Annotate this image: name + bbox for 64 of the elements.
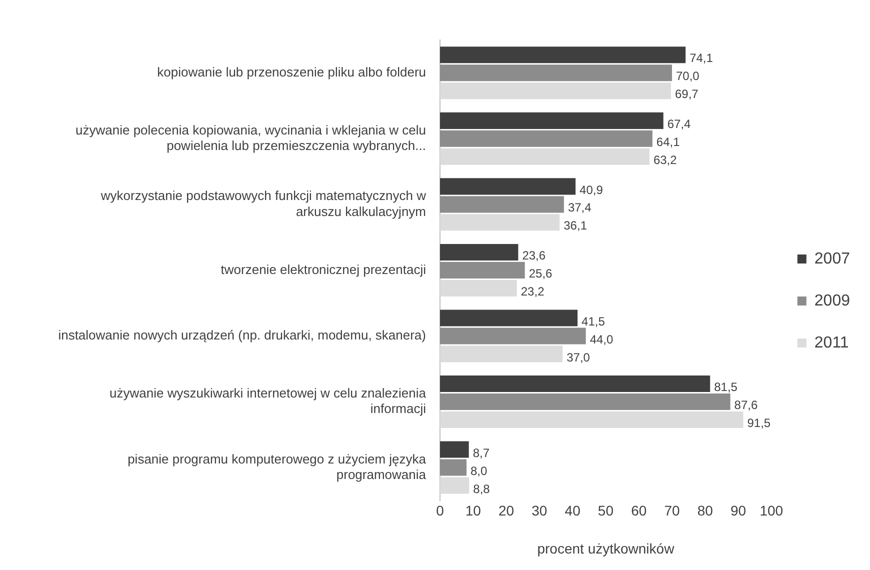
data-label: 25,6 [528,266,553,281]
bar [440,214,560,231]
data-label: 23,6 [522,248,546,263]
bar [440,411,744,428]
x-tick-label: 80 [697,502,714,519]
data-label: 81,5 [714,380,738,394]
bar [440,82,671,100]
bar [440,393,730,410]
bar [440,148,650,165]
bar [440,112,664,129]
legend-label: 2011 [814,334,849,352]
x-tick-label: 100 [760,502,784,519]
data-label: 37,0 [566,350,590,364]
y-tick-label: wykorzystanie podstawowych funkcji matematycznych w arkuszu kalkulacyjnym [100,188,427,219]
x-tick-label: 50 [598,502,614,519]
legend-label: 2007 [814,250,850,268]
y-tick-label: używanie polecenia kopiowania, wycinania i wklejania w celu powielenia lub przemieszczenia wybranych... [76,122,426,154]
data-label: 40,9 [580,182,604,197]
data-label: 8,8 [473,482,490,496]
bar [440,244,518,260]
data-label: 23,2 [520,284,545,298]
bar [440,328,586,344]
data-label: 87,6 [734,398,758,412]
bar [440,262,525,278]
bar [440,310,578,326]
bar [440,46,686,64]
data-label: 37,4 [568,200,592,215]
y-tick-label: używanie wyszukiwarki internetowej w celu znalezienia informacji [110,386,427,416]
x-tick-label: 70 [664,502,680,519]
x-tick-label: 0 [436,502,444,519]
data-label: 44,0 [590,332,614,346]
x-tick-label: 20 [498,502,514,519]
data-label: 63,2 [653,152,678,167]
data-label: 70,0 [676,69,700,84]
x-tick-label: 40 [564,502,581,519]
x-tick-label: 90 [730,502,746,519]
x-axis-title: procent użytkowników [537,540,676,556]
bar [440,280,517,296]
y-tick-label: instalowanie nowych urządzeń (np. drukarki, modemu, skanera) [58,328,426,343]
bar [440,441,469,458]
bar [440,477,470,494]
bar [440,196,564,213]
bar [440,64,672,82]
bar [440,459,467,476]
data-label: 91,5 [747,416,771,430]
data-label: 69,7 [674,87,699,102]
bar [440,178,576,195]
data-label: 64,1 [656,134,680,149]
y-tick-label: kopiowanie lub przenoszenie pliku albo folderu [157,64,426,80]
data-label: 41,5 [582,314,606,328]
y-tick-label: tworzenie elektronicznej prezentacji [220,262,426,277]
x-tick-label: 30 [532,502,548,519]
data-label: 74,1 [690,51,714,66]
bar [440,130,652,147]
x-tick-label: 10 [465,502,482,519]
bar [440,346,563,362]
x-tick-label: 60 [631,502,647,519]
data-label: 67,4 [667,116,692,131]
data-label: 8,0 [470,464,488,478]
data-label: 8,7 [472,446,490,460]
data-label: 36,1 [564,218,588,233]
bar [440,375,710,392]
legend-label: 2009 [814,292,850,310]
y-tick-label: pisanie programu komputerowego z użyciem języka programowania [128,451,427,482]
